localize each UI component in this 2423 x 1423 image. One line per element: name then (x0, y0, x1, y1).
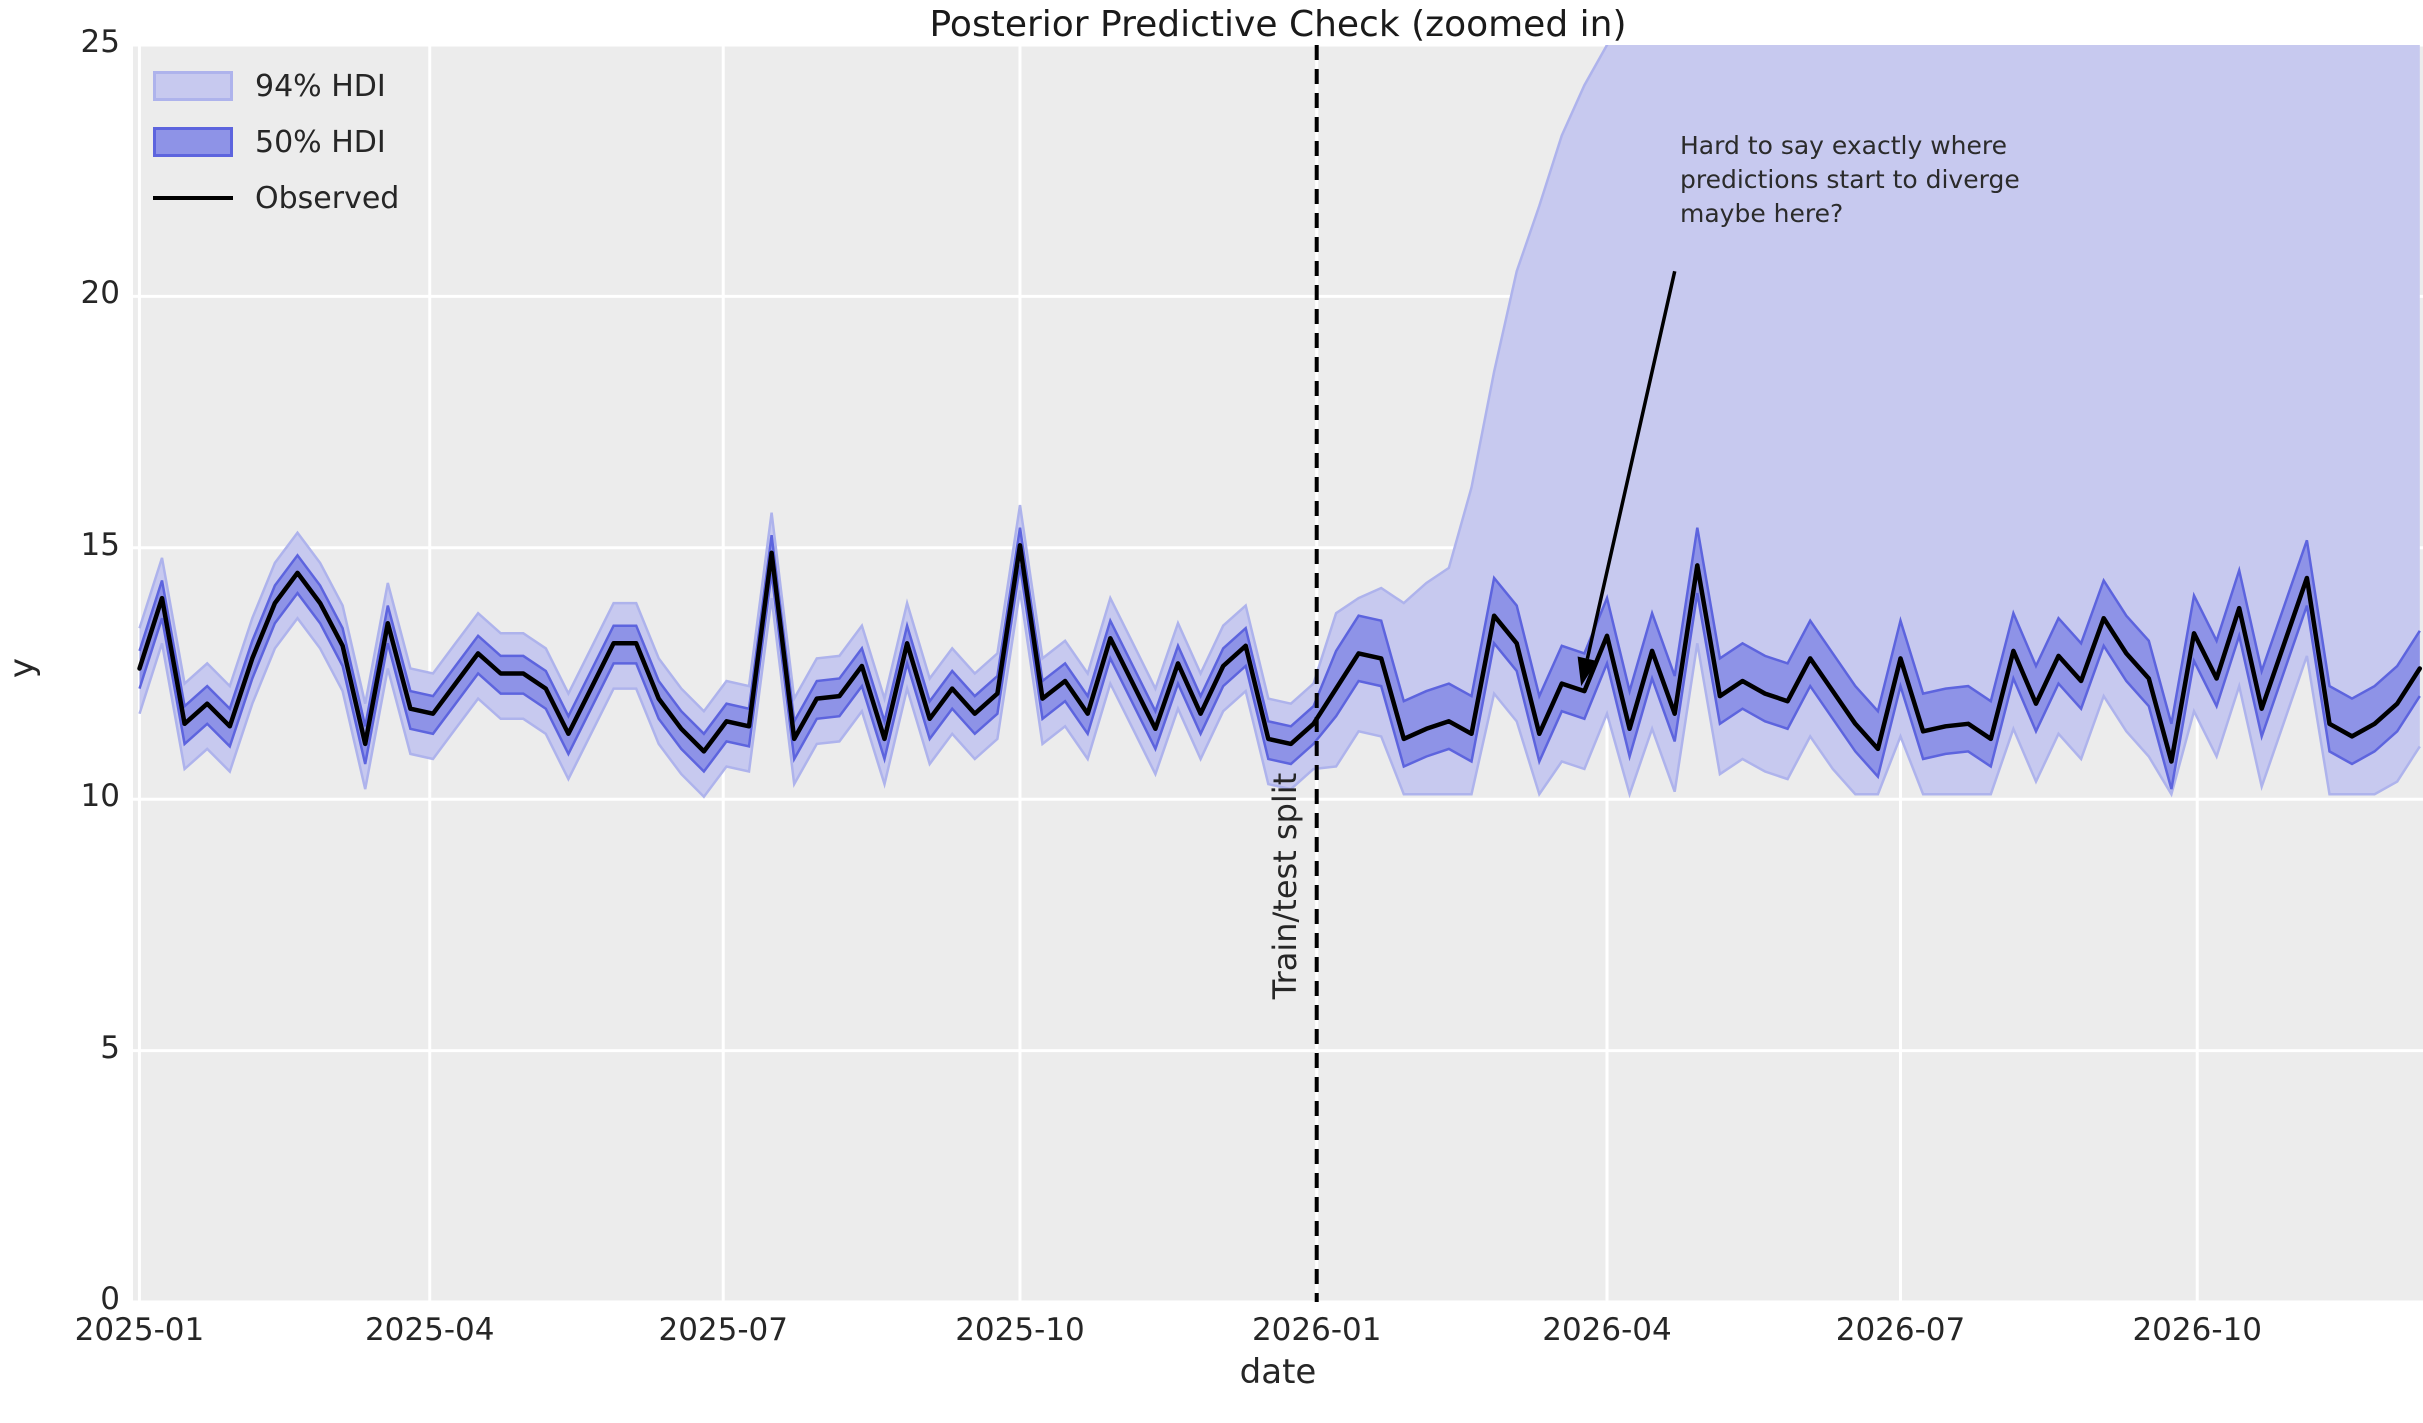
legend-label-94-hdi: 94% HDI (255, 68, 386, 104)
y-tick-label: 10 (80, 778, 120, 815)
legend-item-observed: Observed (153, 180, 400, 216)
x-tick-label: 2026-07 (1835, 1312, 1966, 1348)
x-axis-label: date (1239, 1352, 1317, 1392)
observed-line-swatch-icon (153, 196, 233, 200)
hdi94-lower-edge (138, 590, 2421, 799)
hdi94-swatch-icon (153, 71, 233, 101)
x-tick-label: 2025-07 (658, 1312, 788, 1348)
legend: 94% HDI 50% HDI Observed (153, 68, 400, 238)
annotation-arrow-line (1585, 270, 1677, 660)
y-tick-label: 25 (80, 24, 120, 60)
hdi94-upper-edge (138, 45, 1609, 714)
hdi94-band (139, 45, 2420, 797)
split-label: Train/test split (1265, 772, 1304, 1000)
y-axis-label: y (2, 657, 42, 679)
plot-area: 94% HDI 50% HDI Observed Hard to say exa… (133, 45, 2423, 1302)
y-tick-label: 0 (100, 1281, 120, 1317)
annotation-arrowhead-icon (1577, 656, 1598, 687)
legend-label-observed: Observed (255, 180, 400, 216)
hdi50-upper-edge (138, 527, 2421, 736)
y-tick-label: 15 (80, 526, 120, 563)
x-tick-label: 2025-04 (364, 1312, 495, 1348)
legend-item-94-hdi: 94% HDI (153, 68, 399, 104)
hdi50-band (139, 527, 2420, 790)
x-tick-label: 2026-04 (1542, 1312, 1672, 1348)
y-tick-label: 5 (100, 1029, 120, 1066)
chart-canvas (133, 45, 2423, 1302)
legend-label-50-hdi: 50% HDI (255, 124, 386, 160)
x-tick-label: 2026-10 (2132, 1312, 2262, 1348)
hdi50-lower-edge (138, 565, 2421, 790)
hdi50-swatch-icon (153, 127, 233, 157)
y-tick-label: 20 (80, 275, 120, 312)
x-tick-label: 2025-10 (955, 1312, 1085, 1348)
annotation-text: Hard to say exactly where predictions st… (1680, 131, 2020, 228)
x-tick-label: 2026-01 (1251, 1312, 1382, 1348)
x-tick-label: 2025-01 (74, 1312, 205, 1348)
chart-title: Posterior Predictive Check (zoomed in) (929, 4, 1627, 45)
observed-line (137, 543, 2423, 764)
legend-item-50-hdi: 50% HDI (153, 124, 399, 160)
